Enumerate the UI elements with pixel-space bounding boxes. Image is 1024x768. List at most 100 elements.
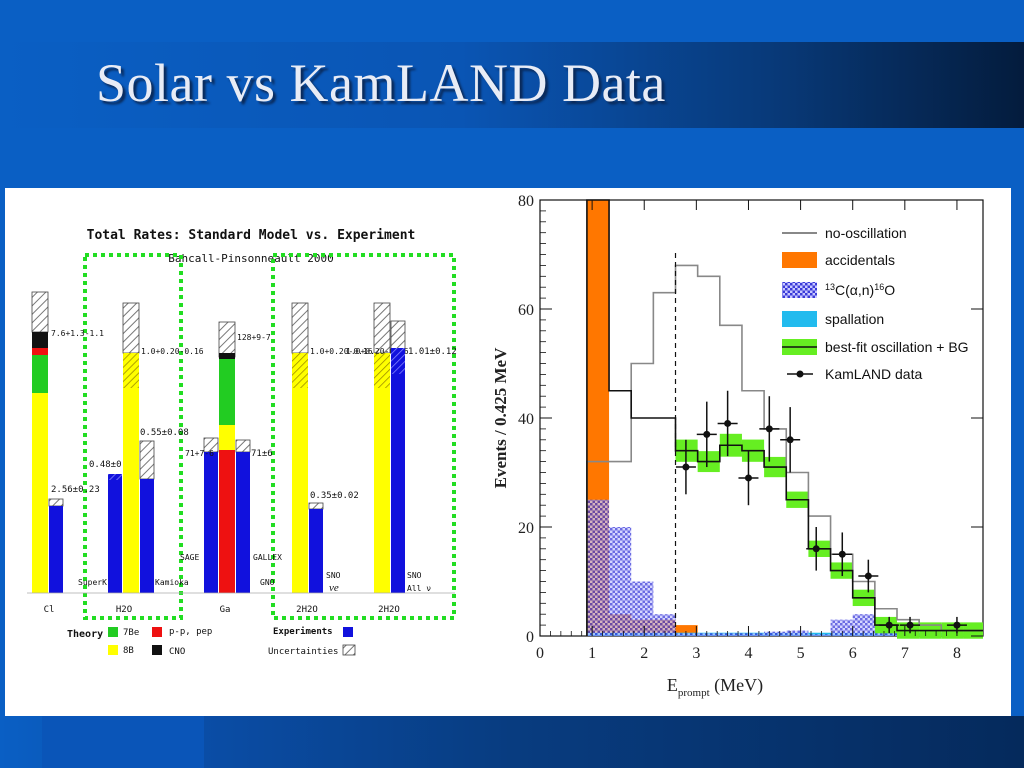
sno-e-value-label: 0.35±0.02 xyxy=(310,491,359,501)
c13-bar xyxy=(609,527,632,636)
cl-exp-label: 2.56±0.23 xyxy=(51,485,100,495)
legend-theory-label: Theory xyxy=(67,629,103,640)
ga-theory-b8 xyxy=(219,425,235,450)
no-oscillation-line xyxy=(586,264,983,636)
x-axis-label: Eprompt (MeV) xyxy=(667,675,763,699)
legend-be7-label: 7Be xyxy=(123,628,139,638)
x-tick-label: 4 xyxy=(744,645,752,662)
c13-bar xyxy=(675,633,765,636)
legend-data-label: KamLAND data xyxy=(825,366,922,382)
category-label-cl: Cl xyxy=(44,605,55,615)
sno-all-theory-b8 xyxy=(374,388,390,593)
gallex-label: GALLEX xyxy=(253,553,282,562)
kamioka-value-label: 0.55±0.08 xyxy=(140,428,189,438)
data-point xyxy=(786,436,794,444)
h2o-theory-uncertainty xyxy=(122,302,140,354)
legend-c13-swatch xyxy=(782,282,817,298)
data-point xyxy=(906,621,914,629)
x-axis-label-main: E xyxy=(667,675,678,695)
superk-label: SuperK xyxy=(78,578,107,587)
cl-exp-uncertainty xyxy=(48,498,64,507)
legend-cno-swatch xyxy=(152,645,162,655)
data-point xyxy=(885,621,893,629)
legend-spallation-swatch xyxy=(782,311,817,327)
legend-c13-label: 13C(α,n)16O xyxy=(825,282,895,298)
ga-sage-bar xyxy=(204,452,218,593)
data-point xyxy=(682,463,690,471)
y-tick-label: 40 xyxy=(518,411,534,428)
legend-uncertainties-label: Uncertainties xyxy=(268,647,338,657)
h2o-theory-b8 xyxy=(123,388,139,593)
chart-title: Total Rates: Standard Model vs. Experime… xyxy=(87,228,416,243)
sno-all-exp-bar xyxy=(391,374,405,593)
sno-e-exp-bar xyxy=(309,509,323,593)
c13-bar xyxy=(874,630,898,636)
sno-all-exp-blue-unc xyxy=(391,348,405,374)
bottom-left-block xyxy=(42,716,204,768)
x-tick-label: 0 xyxy=(536,645,544,662)
c13-bar xyxy=(764,631,787,636)
x-tick-label: 3 xyxy=(692,645,700,662)
sno-e-nu-label: νe xyxy=(329,582,339,594)
cl-theory-b8 xyxy=(32,393,48,593)
slide-title: Solar vs KamLAND Data xyxy=(96,53,666,113)
sno-all-value-label: 1.01±0.12 xyxy=(408,347,457,357)
c13-bar xyxy=(852,614,875,636)
y-tick-label: 80 xyxy=(518,193,534,210)
accidentals-bar xyxy=(675,625,698,636)
legend-accidentals-label: accidentals xyxy=(825,252,895,268)
h2o-theory-label: 1.0+0.20-0.16 xyxy=(141,347,204,356)
data-point xyxy=(953,621,961,629)
h2o-theory-b8-unc xyxy=(123,353,139,388)
ga-gallex-unc xyxy=(235,439,251,453)
y-axis-label: Events / 0.425 MeV xyxy=(491,347,510,488)
data-point xyxy=(703,430,711,438)
c13-bar xyxy=(653,614,676,636)
legend-bestfit-label: best-fit oscillation + BG xyxy=(825,339,969,355)
h2o-kamioka-unc xyxy=(139,440,155,480)
x-tick-label: 7 xyxy=(901,645,909,662)
h2o-superk-bar xyxy=(108,478,122,593)
c13-bar xyxy=(586,499,610,636)
legend-pp-label: p-p, pep xyxy=(169,627,212,637)
sno-e-theory-uncertainty xyxy=(291,302,309,354)
legend-data-marker xyxy=(796,370,804,378)
cl-theory-pp xyxy=(32,348,48,355)
solar-rates-chart: Total Rates: Standard Model vs. Experime… xyxy=(27,228,457,657)
legend-pp-swatch xyxy=(152,627,162,637)
category-label-sno-e: 2H2O xyxy=(296,605,318,615)
h2o-kamioka-bar xyxy=(140,479,154,593)
c13-bar xyxy=(631,581,654,636)
y-tick-label: 20 xyxy=(518,520,534,537)
sno-all-nu-label: All ν xyxy=(407,584,431,593)
figure-svg: Total Rates: Standard Model vs. Experime… xyxy=(27,193,984,699)
data-point xyxy=(724,419,732,427)
data-point xyxy=(765,425,773,433)
y-tick-label: 60 xyxy=(518,302,534,319)
legend-b8-swatch xyxy=(108,645,118,655)
legend-cno-label: CNO xyxy=(169,647,185,657)
x-tick-label: 6 xyxy=(849,645,857,662)
ga-theory-be7 xyxy=(219,359,235,425)
kamioka-label: Kamioka xyxy=(155,578,189,587)
c13-bar xyxy=(830,619,853,636)
data-point xyxy=(744,474,752,482)
ga-theory-pp xyxy=(219,450,235,593)
cl-theory-be7 xyxy=(32,355,48,393)
x-tick-label: 1 xyxy=(588,645,596,662)
x-tick-label: 2 xyxy=(640,645,648,662)
data-point xyxy=(812,545,820,553)
gallex-value-label: 71±6 xyxy=(251,449,273,459)
x-tick-label: 8 xyxy=(953,645,961,662)
sno-all-theory-label: 1.0+0.20-0.16 xyxy=(346,347,409,356)
sno-e-theory-b8-unc xyxy=(292,353,308,388)
legend-uncertainties-swatch xyxy=(342,644,356,656)
cl-exp-bar xyxy=(49,506,63,593)
data-point xyxy=(864,572,872,580)
legend-b8-label: 8B xyxy=(123,646,134,656)
c13-bar xyxy=(786,630,809,636)
legend-experiments-label: Experiments xyxy=(273,626,333,637)
ga-theory-cno xyxy=(219,353,235,359)
